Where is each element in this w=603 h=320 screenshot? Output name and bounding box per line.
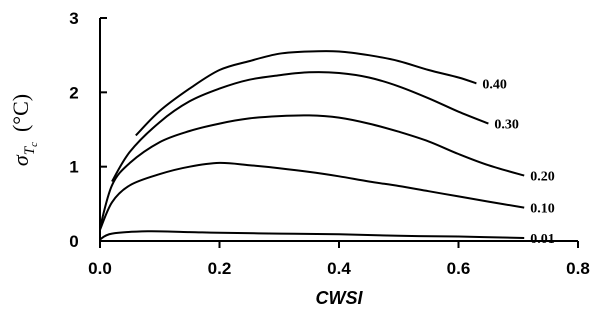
tick-labels: 0 1 2 3 0.0 0.2 0.4 0.6 0.8	[69, 9, 590, 278]
y-axis-label-subsub: c	[28, 142, 40, 147]
series-line-0.30	[111, 71, 489, 183]
x-tick-label: 0.6	[447, 259, 471, 278]
y-tick-label: 3	[69, 9, 78, 28]
series-label-0.10: 0.10	[530, 202, 555, 217]
y-axis-label: σTc (°C)	[8, 94, 40, 166]
curves	[99, 50, 525, 241]
series-line-0.01	[99, 230, 525, 241]
y-tick-label: 1	[69, 158, 78, 177]
ticks	[99, 17, 579, 248]
x-tick-label: 0.0	[88, 259, 112, 278]
series-label-0.30: 0.30	[494, 118, 519, 133]
series-line-0.40	[135, 50, 477, 137]
y-axis-label-unit: (°C)	[8, 94, 33, 132]
x-axis-label: CWSI	[316, 288, 364, 308]
x-tick-label: 0.2	[208, 259, 232, 278]
svg-text:σTc(°C): σTc (°C)	[8, 94, 40, 166]
series-label-0.20: 0.20	[530, 170, 555, 185]
series-label-0.40: 0.40	[482, 77, 507, 92]
y-axis-label-sub: T	[22, 145, 38, 155]
series-line-0.20	[99, 114, 525, 228]
x-tick-label: 0.4	[327, 259, 351, 278]
series-label-0.01: 0.01	[530, 232, 555, 247]
y-axis-label-symbol: σ	[8, 154, 33, 166]
series-labels: 0.40 0.30 0.20 0.10 0.01	[482, 77, 554, 247]
series-line-0.10	[99, 161, 525, 231]
y-tick-label: 2	[69, 83, 78, 102]
y-tick-label: 0	[69, 232, 78, 251]
x-tick-label: 0.8	[566, 259, 590, 278]
